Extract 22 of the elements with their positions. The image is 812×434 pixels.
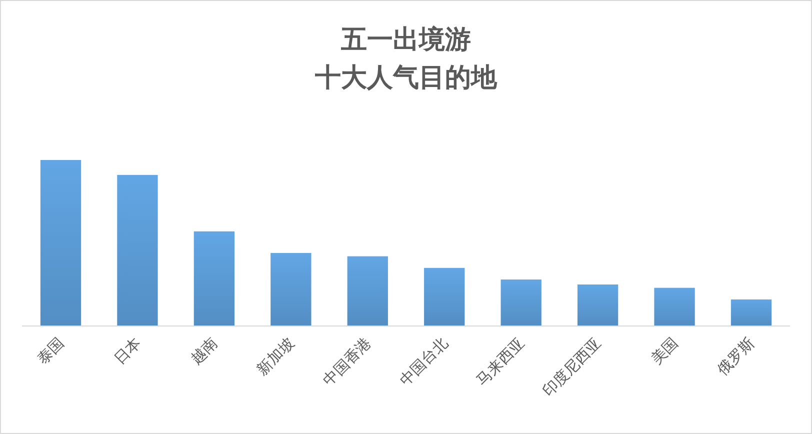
x-tick-label: 中国台北 [396,334,452,390]
x-tick-label: 泰国 [34,334,68,368]
bar [577,284,618,326]
x-tick-label: 新加坡 [253,334,298,379]
chart-subtitle: 十大人气目的地 [314,63,498,93]
x-tick-label: 日本 [110,334,144,368]
x-tick-label: 中国香港 [319,334,374,390]
bar [654,288,695,326]
bar [40,160,82,326]
x-tick-label: 越南 [187,334,222,368]
x-tick-label: 马来西亚 [472,334,528,390]
bar [194,231,235,326]
x-tick-label: 俄罗斯 [714,334,758,379]
bar [730,299,772,326]
bar [117,174,158,326]
x-tick-label: 印度尼西亚 [538,334,605,400]
x-tick-label: 美国 [647,334,682,368]
bar [500,280,542,326]
chart-title: 五一出境游 [340,25,471,55]
bar [270,252,312,326]
bar [347,256,388,326]
bar [424,268,465,326]
